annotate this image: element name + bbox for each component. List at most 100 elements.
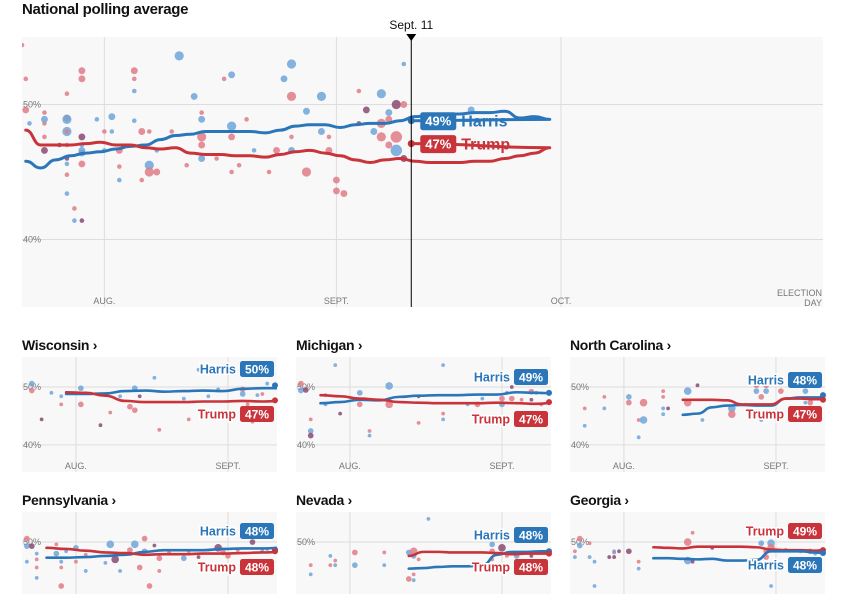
value-badge-harris <box>514 527 548 543</box>
poll-dot-trump <box>351 549 358 556</box>
poll-dot-harris <box>53 550 60 557</box>
poll-dot-mixed <box>79 218 85 223</box>
poll-dot-harris <box>769 584 773 588</box>
value-badge-text-trump: 47% <box>245 408 269 422</box>
poll-dot-trump <box>206 410 211 415</box>
poll-dot-harris <box>576 542 583 549</box>
poll-dot-harris <box>103 560 108 565</box>
poll-dot-trump <box>333 558 338 563</box>
poll-dot-trump <box>519 397 524 402</box>
value-badge-harris <box>240 361 274 377</box>
poll-dot-trump <box>146 583 153 589</box>
poll-dots <box>28 367 270 432</box>
poll-dot-trump <box>102 129 107 134</box>
poll-dot-trump <box>59 565 64 570</box>
poll-dot-harris <box>592 584 597 588</box>
poll-dot-trump <box>108 410 113 415</box>
poll-dot-harris <box>118 394 122 399</box>
poll-dot-trump <box>385 141 393 149</box>
x-tick-label: SEPT. <box>215 461 240 471</box>
poll-dot-harris <box>227 121 237 131</box>
state-link-michigan[interactable]: Michigan › <box>296 337 363 353</box>
poll-dot-trump <box>416 420 421 425</box>
y-tick-label: 40% <box>23 440 41 450</box>
poll-dot-harris <box>753 388 760 394</box>
state-link-wisconsin[interactable]: Wisconsin › <box>22 337 98 353</box>
poll-dot-trump <box>186 417 191 422</box>
poll-dot-trump <box>328 563 333 568</box>
poll-dot-harris <box>390 144 403 157</box>
poll-dot-trump <box>42 134 47 140</box>
poll-dot-trump <box>301 167 312 177</box>
average-line-harris <box>24 109 552 170</box>
poll-dot-harris <box>480 396 485 401</box>
poll-dot-mixed <box>152 543 157 548</box>
average-lines <box>652 545 825 562</box>
poll-dot-mixed <box>78 133 86 141</box>
candidate-label-trump: Trump <box>198 408 237 422</box>
poll-dot-harris <box>77 385 84 392</box>
poll-dot-mixed <box>695 383 700 388</box>
poll-dot-harris <box>759 418 764 422</box>
page-title: National polling average <box>22 1 189 18</box>
state-link-pennsylvania[interactable]: Pennsylvania › <box>22 492 116 508</box>
x-tick-label: AUG. <box>613 461 635 471</box>
poll-dot-mixed <box>509 385 514 389</box>
state-link-nevada[interactable]: Nevada › <box>296 492 352 508</box>
poll-dot-harris <box>286 59 297 69</box>
poll-dot-trump <box>78 67 86 75</box>
poll-dot-trump <box>22 106 30 114</box>
poll-dot-harris <box>385 382 393 390</box>
poll-dot-harris <box>83 569 88 573</box>
poll-dot-trump <box>131 407 138 414</box>
poll-dot-trump <box>602 394 607 399</box>
poll-dot-harris <box>802 388 809 394</box>
poll-dot-harris <box>108 113 116 121</box>
poll-dot-harris <box>64 161 70 167</box>
candidate-label-harris: Harris <box>200 525 236 539</box>
chart-pennsylvania: 50% 48% Harris 48% Trump <box>22 512 278 594</box>
candidate-label-trump: Trump <box>746 408 785 422</box>
poll-dot-trump <box>77 401 84 408</box>
poll-dot-trump <box>356 401 363 408</box>
poll-dot-harris <box>27 121 32 126</box>
candidate-label-harris: Harris <box>461 114 507 131</box>
value-badge-harris <box>788 557 822 573</box>
poll-dot-trump <box>34 565 39 570</box>
poll-dot-harris <box>109 129 115 134</box>
poll-dot-harris <box>174 51 184 61</box>
average-line-harris <box>407 549 551 570</box>
poll-dot-trump <box>229 169 234 175</box>
poll-dot-mixed <box>362 106 370 114</box>
average-line-trump <box>319 393 551 406</box>
poll-dot-mixed <box>690 559 695 564</box>
poll-dot-trump <box>273 146 280 154</box>
poll-dot-harris <box>201 530 206 535</box>
poll-dot-harris <box>181 396 186 401</box>
value-badge-text-harris: 49% <box>425 114 451 129</box>
poll-dot-trump <box>587 541 592 546</box>
x-tick-label: DAY <box>804 298 822 308</box>
poll-dot-harris <box>573 555 577 559</box>
poll-dot-mixed <box>625 548 632 555</box>
state-link-north-carolina[interactable]: North Carolina › <box>570 337 671 353</box>
value-badge-text-trump: 47% <box>425 137 451 152</box>
poll-dot-trump <box>636 559 641 564</box>
poll-dot-trump <box>690 530 695 535</box>
poll-dot-harris <box>441 417 446 422</box>
poll-dot-trump <box>807 399 814 406</box>
poll-dot-trump <box>763 382 770 389</box>
poll-dot-harris <box>28 380 35 387</box>
value-badge-text-harris: 50% <box>245 363 269 377</box>
poll-dot-harris <box>582 423 587 428</box>
average-line-trump <box>45 546 277 557</box>
poll-dot-trump <box>661 394 666 399</box>
state-link-georgia[interactable]: Georgia › <box>570 492 629 508</box>
poll-dot-trump <box>286 91 297 101</box>
poll-dot-harris <box>190 92 198 100</box>
poll-dot-harris <box>34 575 39 580</box>
poll-dot-trump <box>64 129 70 134</box>
poll-dot-harris <box>602 406 607 411</box>
poll-dot-harris <box>298 387 304 394</box>
poll-dot-trump <box>308 563 313 568</box>
